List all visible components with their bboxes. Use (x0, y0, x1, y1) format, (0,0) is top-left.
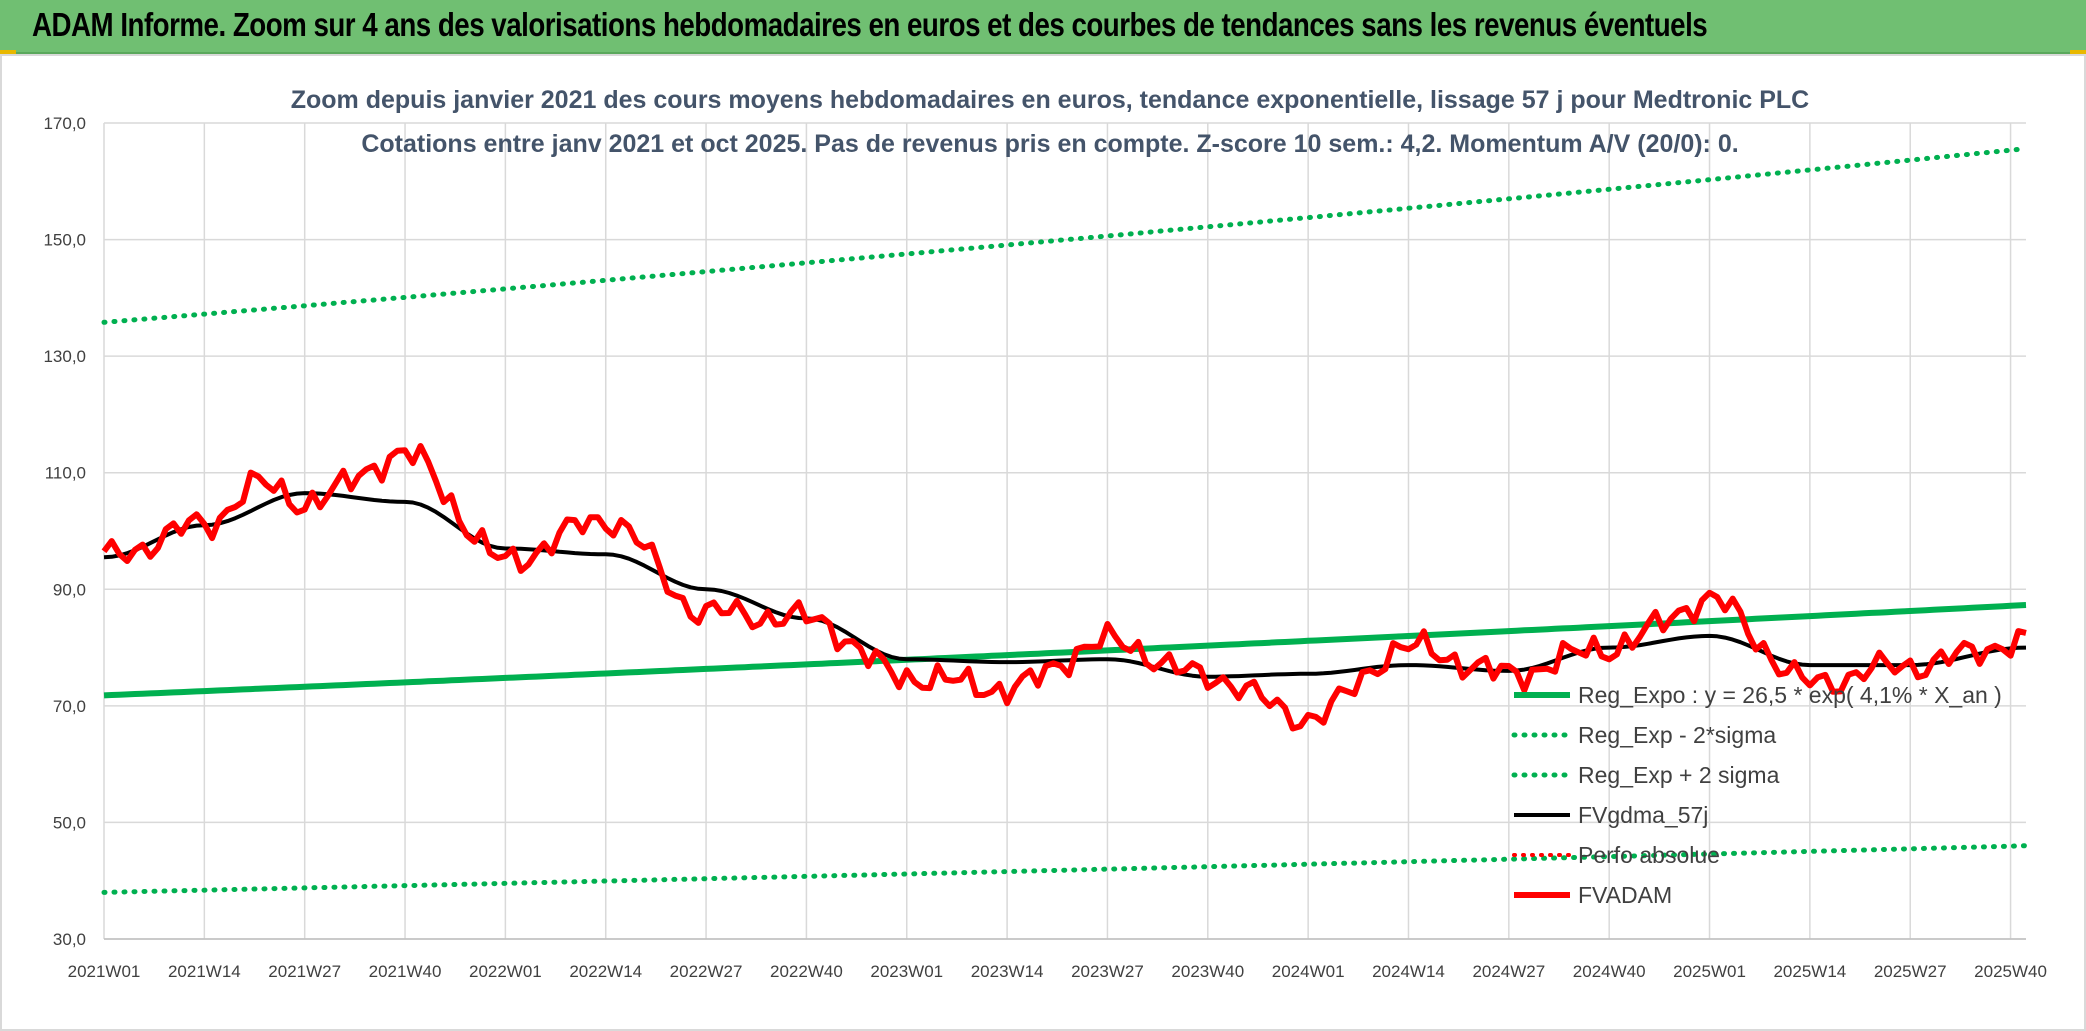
report-banner: ADAM Informe. Zoom sur 4 ans des valoris… (0, 0, 2086, 54)
x-tick-label: 2023W40 (1171, 962, 1244, 981)
x-tick-label: 2022W01 (469, 962, 542, 981)
series-reg-expo (103, 602, 2027, 699)
legend-label: Reg_Exp + 2 sigma (1578, 762, 1780, 788)
x-tick-label: 2025W01 (1673, 962, 1746, 981)
x-tick-label: 2023W01 (870, 962, 943, 981)
series-fvgdma-57j (103, 491, 2027, 679)
x-tick-label: 2021W01 (68, 962, 141, 981)
y-tick-label: 90,0 (53, 580, 86, 599)
legend-label: FVADAM (1578, 882, 1672, 908)
legend-label: Reg_Expo : y = 26,5 * exp( 4,1% * X_an ) (1578, 682, 2002, 708)
x-tick-label: 2024W40 (1573, 962, 1646, 981)
y-tick-label: 110,0 (45, 464, 86, 483)
grid-lines (103, 122, 2026, 940)
y-tick-label: 150,0 (43, 231, 86, 250)
series-group (101, 146, 2029, 895)
y-tick-label: 130,0 (43, 347, 86, 366)
x-tick-label: 2021W27 (268, 962, 341, 981)
series-reg-exp-minus-2sigma (101, 843, 2029, 895)
x-tick-label: 2022W14 (569, 962, 642, 981)
legend: Reg_Expo : y = 26,5 * exp( 4,1% * X_an )… (1511, 682, 2002, 908)
series-reg-exp-plus-2sigma (101, 146, 2029, 325)
y-tick-label: 70,0 (53, 697, 86, 716)
report-title: ADAM Informe. Zoom sur 4 ans des valoris… (32, 6, 1708, 43)
x-tick-label: 2021W40 (369, 962, 442, 981)
x-tick-label: 2024W14 (1372, 962, 1445, 981)
corner-accent-right (2070, 50, 2086, 55)
chart-title-line-1: Zoom depuis janvier 2021 des cours moyen… (291, 86, 1810, 114)
x-tick-label: 2024W01 (1272, 962, 1345, 981)
y-tick-label: 50,0 (53, 813, 86, 832)
x-tick-label: 2023W14 (971, 962, 1044, 981)
y-tick-label: 170,0 (43, 114, 86, 133)
x-tick-label: 2023W27 (1071, 962, 1144, 981)
chart-title-line-2: Cotations entre janv 2021 et oct 2025. P… (361, 130, 1738, 158)
legend-label: Reg_Exp - 2*sigma (1578, 722, 1776, 748)
series-fvadam (101, 443, 2027, 732)
x-tick-label: 2022W27 (670, 962, 743, 981)
x-tick-label: 2025W40 (1974, 962, 2047, 981)
x-tick-label: 2025W14 (1773, 962, 1846, 981)
legend-label: FVgdma_57j (1578, 802, 1708, 828)
chart-frame (0, 54, 2086, 1031)
x-tick-label: 2024W27 (1472, 962, 1545, 981)
x-axis-ticks: 2021W01 2021W14 2021W27 2021W40 2022W01 2022W… (68, 962, 2047, 981)
x-tick-label: 2022W40 (770, 962, 843, 981)
legend-label: Perfo absolue (1578, 842, 1720, 868)
x-tick-label: 2025W27 (1874, 962, 1947, 981)
x-tick-label: 2021W14 (168, 962, 241, 981)
y-tick-label: 30,0 (53, 930, 86, 949)
corner-accent-left (0, 50, 16, 55)
y-axis-ticks: 30,0 50,0 70,0 90,0 110,0 130,0 150,0 170,0 (43, 114, 86, 949)
